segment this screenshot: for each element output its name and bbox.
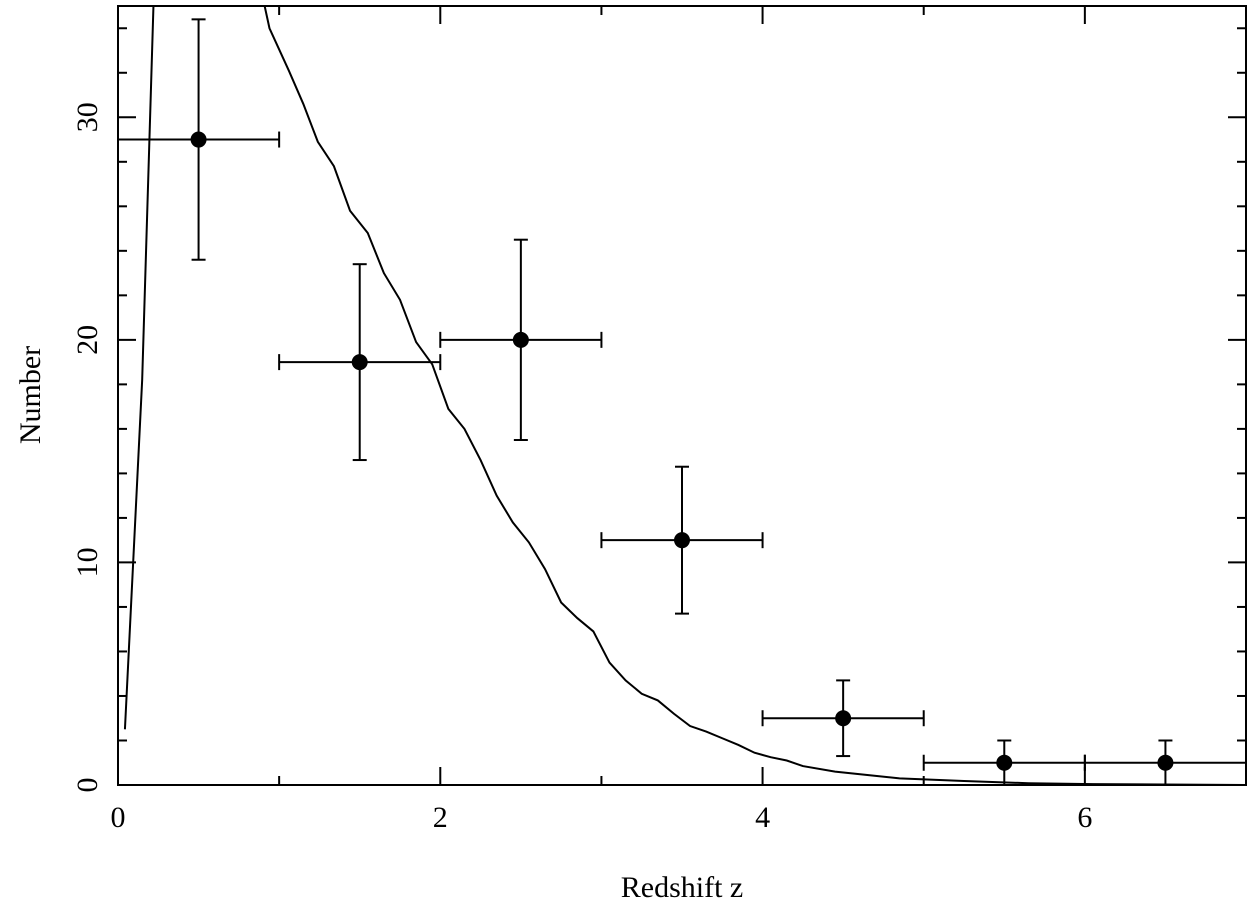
data-point: [190, 131, 207, 148]
y-tick-label: 0: [71, 778, 104, 793]
y-axis-label: Number: [14, 346, 47, 444]
x-tick-label: 2: [433, 801, 448, 834]
plot-frame: [117, 5, 1247, 786]
data-point: [1157, 754, 1174, 771]
x-tick-label: 4: [755, 801, 770, 834]
x-axis-label: Redshift z: [621, 871, 743, 904]
data-point: [835, 710, 852, 727]
data-point: [351, 354, 368, 371]
y-tick-label: 10: [71, 547, 104, 577]
x-tick-label: 0: [111, 801, 126, 834]
x-tick-label: 6: [1077, 801, 1092, 834]
data-point: [674, 532, 690, 549]
y-tick-label: 20: [71, 325, 104, 355]
y-tick-label: 30: [71, 102, 104, 132]
data-point: [512, 331, 529, 348]
model-curve: [123, 6, 1246, 785]
data-point: [996, 754, 1013, 771]
